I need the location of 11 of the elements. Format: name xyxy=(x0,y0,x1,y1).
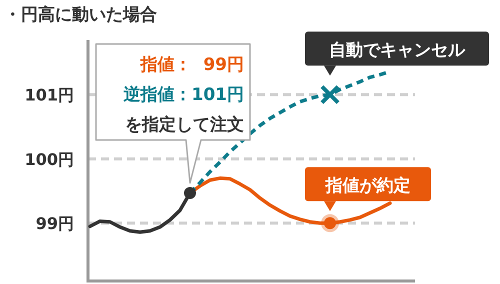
annotation: 指値が約定 xyxy=(324,176,410,196)
y-tick-label: 99円 xyxy=(36,214,74,234)
chart-title: ・円高に動いた場合 xyxy=(4,5,157,25)
annotation: 指値： 99円 xyxy=(140,55,244,75)
y-tick-label: 100円 xyxy=(24,150,74,169)
annotation: 逆指値：101円 xyxy=(122,85,244,105)
y-tick-label: 101円 xyxy=(24,86,74,105)
annotation: を指定して注文 xyxy=(125,115,244,135)
point xyxy=(184,186,196,199)
point xyxy=(320,84,340,105)
annotation: 自動でキャンセル xyxy=(329,40,466,61)
